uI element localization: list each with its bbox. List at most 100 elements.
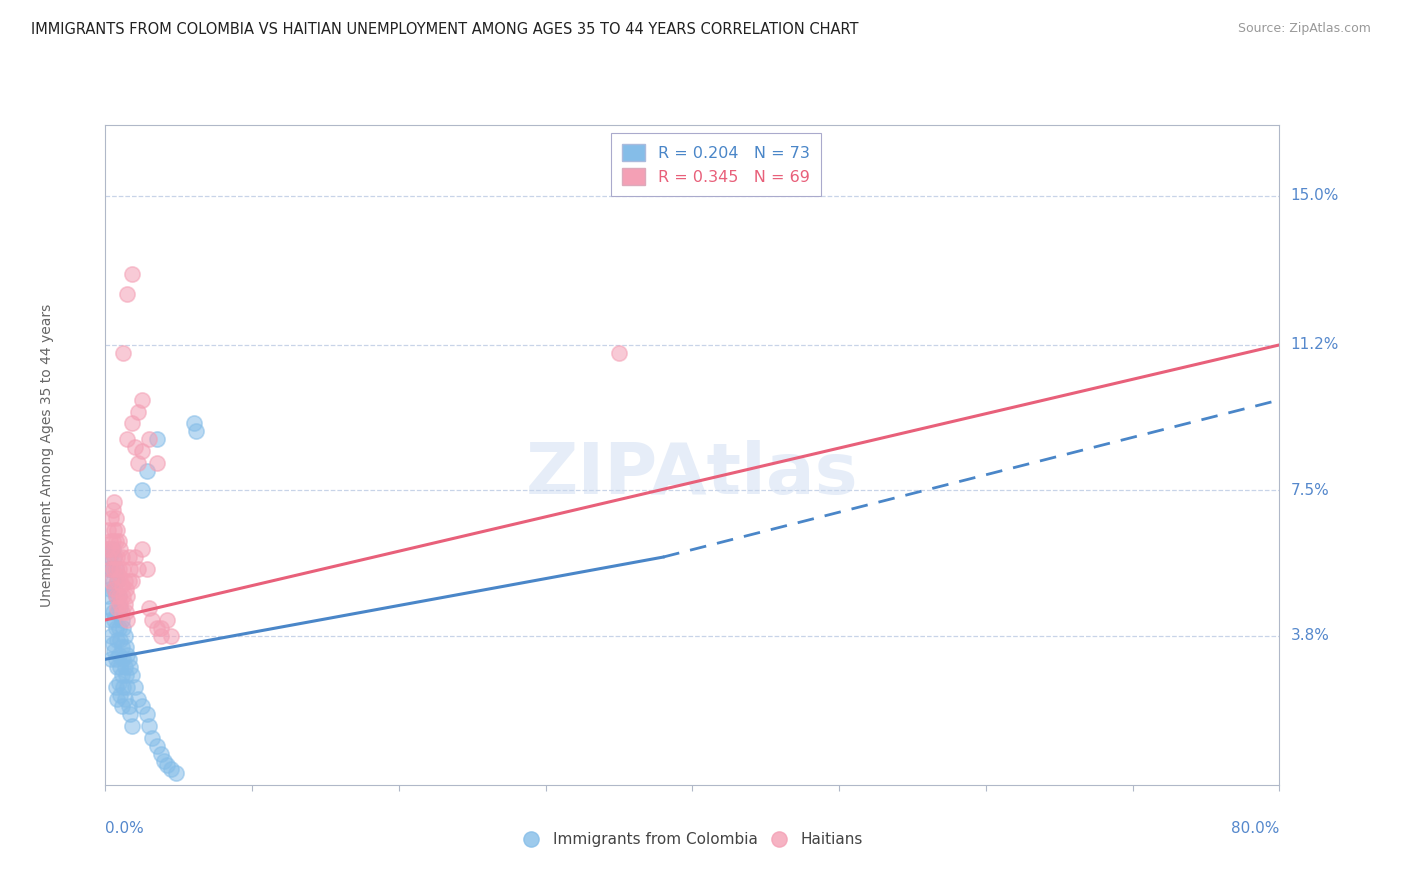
Point <box>131 699 153 714</box>
Point <box>107 590 129 604</box>
Point <box>103 582 125 596</box>
Point <box>104 562 127 576</box>
Point <box>103 582 125 596</box>
Point <box>108 597 131 611</box>
Point <box>101 542 124 557</box>
Point <box>110 668 132 682</box>
Point <box>107 590 129 604</box>
Point <box>124 680 146 694</box>
Point <box>105 601 128 615</box>
Point <box>101 605 124 619</box>
Point <box>97 590 120 604</box>
Point <box>104 652 127 666</box>
Point <box>103 550 125 565</box>
Point <box>138 719 160 733</box>
Point <box>100 574 122 588</box>
Point <box>183 417 205 431</box>
Point <box>98 534 121 549</box>
Point <box>138 601 160 615</box>
Point <box>156 758 179 772</box>
Point <box>97 523 120 537</box>
Point <box>103 644 125 658</box>
Point <box>107 648 129 663</box>
Point <box>101 503 124 517</box>
Point <box>105 691 128 706</box>
Point <box>103 613 125 627</box>
Point <box>100 562 122 576</box>
Point <box>156 613 179 627</box>
Text: 0.0%: 0.0% <box>105 822 145 837</box>
Point <box>96 542 118 557</box>
Point <box>150 629 173 643</box>
Point <box>120 660 142 674</box>
Text: Source: ZipAtlas.com: Source: ZipAtlas.com <box>1237 22 1371 36</box>
Point <box>127 456 149 470</box>
Point <box>108 601 131 615</box>
Point <box>160 762 183 776</box>
Text: 80.0%: 80.0% <box>1232 822 1279 837</box>
Point <box>146 621 169 635</box>
Point <box>135 464 157 478</box>
Point <box>104 590 127 604</box>
Point <box>146 739 169 753</box>
Point <box>114 660 136 674</box>
Point <box>120 707 142 722</box>
Point <box>110 699 132 714</box>
Point <box>110 640 132 655</box>
Point <box>118 699 141 714</box>
Point <box>101 574 124 588</box>
Point <box>112 562 135 576</box>
Text: 15.0%: 15.0% <box>1291 188 1339 203</box>
Point <box>150 747 173 761</box>
Point <box>115 668 138 682</box>
Point <box>118 652 141 666</box>
Point <box>117 432 139 446</box>
Point <box>118 574 141 588</box>
Point <box>121 574 143 588</box>
Point <box>127 405 149 419</box>
Point <box>112 652 135 666</box>
Point <box>107 675 129 690</box>
Point <box>104 680 127 694</box>
Point <box>104 621 127 635</box>
Point <box>607 345 630 359</box>
Point <box>117 680 139 694</box>
Point <box>112 680 135 694</box>
Point <box>108 632 131 647</box>
Point <box>153 755 176 769</box>
Point <box>165 766 187 780</box>
Point <box>108 688 131 702</box>
Point <box>114 574 136 588</box>
Point <box>114 629 136 643</box>
Point <box>105 523 128 537</box>
Point <box>118 550 141 565</box>
Point <box>107 534 129 549</box>
Point <box>127 691 149 706</box>
Point <box>105 605 128 619</box>
Point <box>115 605 138 619</box>
Point <box>104 510 127 524</box>
Point <box>138 432 160 446</box>
Point <box>141 613 163 627</box>
Text: ZIPAtlas: ZIPAtlas <box>526 441 859 509</box>
Point <box>131 392 153 407</box>
Point <box>135 707 157 722</box>
Point <box>107 562 129 576</box>
Point <box>121 417 143 431</box>
Point <box>121 668 143 682</box>
Point <box>100 652 122 666</box>
Point <box>117 613 139 627</box>
Point <box>112 621 135 635</box>
Point <box>103 550 125 565</box>
Point <box>105 632 128 647</box>
Point <box>121 719 143 733</box>
Point <box>110 605 132 619</box>
Point <box>121 267 143 281</box>
Text: 7.5%: 7.5% <box>1291 483 1329 498</box>
Point <box>105 574 128 588</box>
Point <box>117 286 139 301</box>
Point <box>101 636 124 650</box>
Point <box>135 562 157 576</box>
Point <box>112 345 135 359</box>
Point <box>105 660 128 674</box>
